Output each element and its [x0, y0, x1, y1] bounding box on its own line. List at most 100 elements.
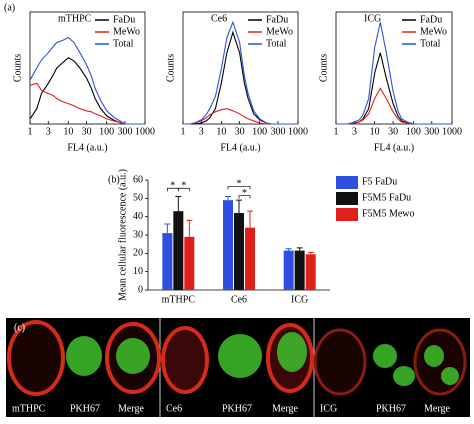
legend-label: FaDu: [113, 14, 135, 25]
vesicles: [393, 366, 415, 386]
y-tick-label: 60: [133, 174, 143, 185]
vesicles: [277, 332, 307, 372]
legend-label: MeWo: [266, 26, 293, 37]
panel-label: (b): [108, 174, 120, 185]
y-axis-label: Counts: [165, 54, 176, 82]
bar: [184, 236, 195, 290]
significance-bracket: [238, 195, 251, 199]
x-tick-label: 1000: [288, 126, 308, 137]
error-bar: [285, 248, 292, 251]
x-tick-label: 1: [181, 126, 186, 137]
bar: [294, 250, 305, 290]
panel-label: (c): [14, 322, 25, 333]
vesicles: [424, 345, 444, 367]
bar: [305, 254, 316, 290]
x-tick-label: 3: [46, 126, 51, 137]
x-tick-label: ICG: [291, 294, 308, 305]
y-axis-label: Counts: [318, 54, 329, 82]
error-bar: [307, 251, 314, 255]
image-label: Merge: [272, 403, 298, 414]
image-label: mTHPC: [12, 403, 46, 414]
error-bar: [236, 199, 242, 213]
x-axis-label: FL4 (a.u.): [220, 142, 260, 153]
x-tick-label: 1: [334, 126, 339, 137]
image-label: ICG: [320, 403, 337, 414]
bar: [173, 211, 184, 290]
bar: [234, 213, 244, 290]
legend-label: Total: [113, 38, 134, 49]
x-tick-label: 10: [370, 126, 380, 137]
legend-label: F5 FaDu: [362, 176, 397, 187]
x-tick-label: 3: [352, 126, 357, 137]
bar: [283, 250, 294, 290]
significance-bracket: [227, 186, 251, 190]
cell-membrane: [161, 326, 209, 394]
x-tick-label: 100: [252, 126, 267, 137]
error-bar: [175, 196, 182, 212]
plot-frame: [335, 11, 453, 125]
y-tick-label: 10: [133, 266, 143, 277]
bar: [245, 227, 255, 290]
x-tick-label: 1: [28, 126, 33, 137]
series-line: [183, 108, 298, 125]
bar: [223, 200, 233, 290]
legend-label: MeWo: [420, 26, 447, 37]
error-bar: [296, 247, 303, 251]
legend-swatch: [336, 192, 358, 205]
error-bar: [186, 219, 193, 237]
x-tick-label: 30: [82, 126, 92, 137]
annotation: *: [170, 181, 175, 192]
x-tick-label: 30: [388, 126, 398, 137]
image-label: PKH67: [376, 403, 406, 414]
x-tick-label: 300: [270, 126, 285, 137]
image-label: PKH67: [222, 403, 252, 414]
legend-label: Total: [420, 38, 441, 49]
cell-membrane: [7, 320, 65, 396]
plot-frame: [182, 11, 299, 125]
y-axis-label: Counts: [12, 54, 23, 82]
x-tick-label: 300: [117, 126, 132, 137]
legend-label: Total: [266, 38, 287, 49]
y-tick-label: 40: [133, 211, 143, 222]
annotation: *: [242, 188, 247, 199]
x-axis-label: FL4 (a.u.): [67, 142, 107, 153]
y-tick-label: 20: [133, 248, 143, 259]
error-bar: [247, 210, 253, 228]
legend-label: MeWo: [113, 26, 140, 37]
x-tick-label: 10: [63, 126, 73, 137]
chart-title: ICG: [364, 13, 381, 24]
series-line: [183, 20, 298, 125]
x-axis-label: FL4 (a.u.): [374, 142, 414, 153]
error-bar: [164, 223, 171, 234]
x-tick-label: 100: [406, 126, 421, 137]
legend-label: FaDu: [266, 14, 288, 25]
micrographs: (c): [6, 318, 470, 417]
series-line: [336, 22, 452, 125]
image-label: PKH67: [70, 403, 100, 414]
legend-swatch: [336, 176, 358, 189]
vesicles: [373, 344, 397, 368]
image-label: Merge: [424, 403, 450, 414]
vesicles: [218, 334, 262, 378]
vesicles: [66, 336, 102, 376]
y-tick-label: 30: [133, 229, 143, 240]
legend-label: F5M5 FaDu: [362, 192, 411, 203]
bar: [162, 233, 173, 290]
annotation: *: [237, 179, 242, 190]
legend-label: F5M5 Mewo: [362, 208, 415, 219]
x-tick-label: 30: [235, 126, 245, 137]
chart-title: Ce6: [211, 13, 227, 24]
image-label: Merge: [118, 403, 144, 414]
x-tick-label: 1000: [442, 126, 462, 137]
x-tick-label: mTHPC: [162, 294, 196, 305]
panel-label: (a): [4, 2, 15, 13]
series-line: [29, 36, 145, 125]
plot-frame: [29, 11, 146, 125]
legend-swatch: [336, 208, 358, 221]
cell-membrane: [313, 328, 367, 396]
x-tick-label: 100: [99, 126, 114, 137]
significance-bracket: [177, 187, 190, 192]
x-tick-label: 3: [199, 126, 204, 137]
y-axis-label: Mean cellular fluorescence (a.u.): [117, 169, 128, 301]
